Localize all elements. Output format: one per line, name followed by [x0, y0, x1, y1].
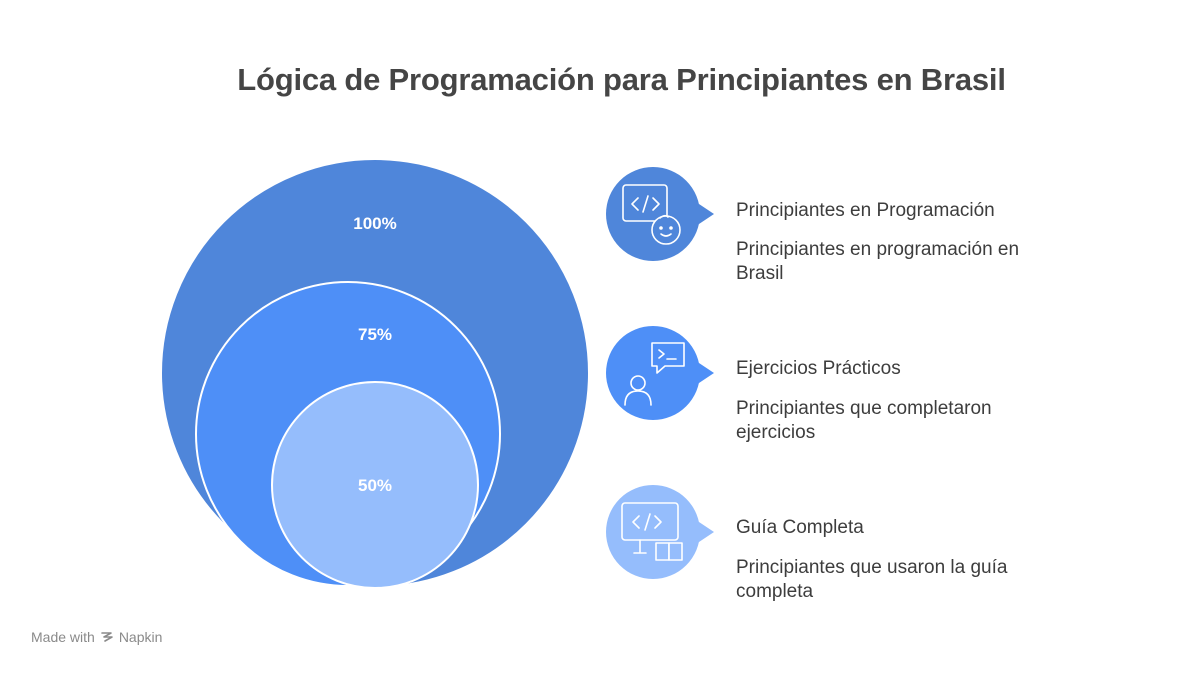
circle-label-50: 50%: [358, 476, 392, 495]
item-3-title: Guía Completa: [736, 517, 864, 538]
item-1-title: Principiantes en Programación: [736, 200, 995, 221]
user-terminal-chat-icon: [624, 342, 685, 406]
circle-label-75: 75%: [358, 325, 392, 344]
item-1-description: Principiantes en programación en Brasil: [736, 239, 1020, 284]
item-3-icon-bubble: [606, 485, 714, 579]
napkin-logo-icon: [101, 632, 113, 642]
code-monitor-book-icon: [621, 502, 683, 561]
circle-label-100: 100%: [353, 214, 396, 233]
page-title: Lógica de Programación para Principiante…: [237, 62, 1006, 97]
item-2-icon-bubble: [606, 326, 714, 420]
footer-attribution: Made with Napkin: [31, 629, 162, 645]
item-3-description: Principiantes que usaron la guía complet…: [736, 557, 1008, 602]
code-window-child-face-icon: [622, 184, 681, 245]
napkin-brand-text: Napkin: [118, 629, 163, 645]
item-1-icon-bubble: [606, 167, 714, 261]
item-2-description: Principiantes que completaron ejercicios: [736, 398, 992, 443]
made-with-text: Made with: [31, 629, 95, 645]
circle-level-50: [271, 381, 479, 589]
item-2-title: Ejercicios Prácticos: [736, 358, 901, 379]
